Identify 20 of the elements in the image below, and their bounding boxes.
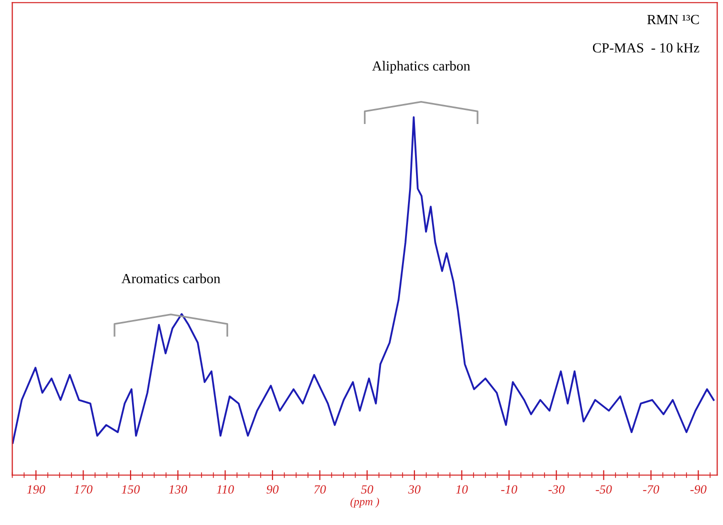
x-tick-label: 130	[168, 485, 188, 494]
x-tick-label: 90	[266, 485, 279, 494]
x-axis-title: (ppm )	[350, 498, 380, 508]
x-tick-label: -30	[548, 485, 565, 494]
text: RMN ¹³C	[647, 14, 699, 24]
x-tick-label: 170	[74, 485, 92, 494]
x-tick-label: -70	[643, 485, 660, 494]
annotation: Aromatics carbon	[121, 274, 220, 284]
x-tick-label: 70	[314, 485, 326, 494]
text: CP-MAS - 10 kHz	[592, 42, 700, 53]
text: Aliphatics carbon	[372, 60, 470, 74]
x-tick-label: -50	[596, 485, 612, 494]
x-tick-label: 190	[27, 485, 46, 494]
x-tick-label: 10	[456, 485, 468, 494]
x-tick-label: -10	[501, 485, 518, 494]
x-tick-label: 110	[216, 485, 234, 494]
x-tick-label: -90	[690, 485, 706, 494]
x-tick-label: 150	[122, 485, 140, 494]
x-tick-label: 30	[408, 485, 421, 494]
x-tick-label: 50	[361, 485, 374, 494]
